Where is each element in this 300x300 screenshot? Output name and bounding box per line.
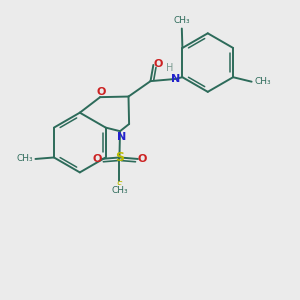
Text: CH₃: CH₃ — [16, 154, 33, 164]
Text: O: O — [153, 59, 163, 69]
Text: CH₃: CH₃ — [173, 16, 190, 25]
Text: S: S — [116, 181, 122, 191]
Text: N: N — [171, 74, 180, 84]
Text: CH₃: CH₃ — [254, 77, 271, 86]
Text: O: O — [137, 154, 147, 164]
Text: CH₃: CH₃ — [111, 186, 128, 195]
Text: CH₃: CH₃ — [111, 186, 128, 195]
Text: S: S — [115, 151, 124, 164]
Text: O: O — [96, 87, 105, 97]
Text: N: N — [117, 132, 126, 142]
Text: H: H — [166, 63, 173, 73]
Text: O: O — [92, 154, 101, 164]
